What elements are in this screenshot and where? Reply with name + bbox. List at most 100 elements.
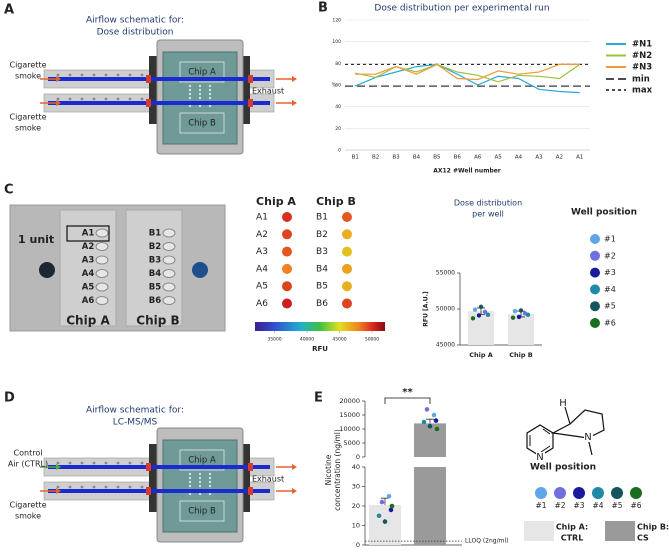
panel-label: E [314,391,323,406]
legend-dot [590,267,600,278]
rail-hole [128,461,132,465]
legend-label: #2 [604,251,616,260]
well-point [472,307,478,312]
well [198,104,202,108]
rail-hole [116,97,120,101]
inlet-label: Cigarette [9,61,46,70]
dose-dot [342,212,352,222]
clamp [240,56,250,124]
well-label: A6 [82,296,95,306]
legend-dot [554,487,566,499]
rail-hole [128,485,132,489]
well [188,484,192,488]
well-point [388,507,394,513]
well-point [389,503,395,509]
legend-dot [590,234,600,244]
legend-dot [592,487,604,499]
legend-label: #3 [573,501,584,510]
legend-dot [590,318,600,328]
y-tick-label: 30 [352,483,360,491]
well [188,92,192,96]
x-tick-label: A4 [515,155,523,161]
rail-hole [68,73,72,77]
schematic-title: Dose distribution [97,28,174,38]
colorbar-tick-label: 35000 [267,337,281,343]
error-bar [381,497,389,506]
y-tick-label: 10 [352,522,360,530]
x-tick-label: A3 [535,155,543,161]
y-axis-label: concentration (ng/ml) [333,429,342,511]
port [39,262,55,278]
well-label: B3 [149,256,161,266]
legend-swatch [524,521,554,541]
legend-dot [630,487,642,499]
x-tick-label: Chip B [509,351,533,359]
rail-hole [104,73,108,77]
rail-hole [68,97,72,101]
chip-box [179,500,225,522]
well [208,484,212,488]
well [162,242,176,251]
clamp [149,56,159,124]
legend-dot [573,487,585,499]
legend-label: #6 [604,319,616,328]
legend-label: #5 [604,302,616,311]
arrow-head [56,76,61,82]
rail-hole [80,485,84,489]
series-line [355,63,580,81]
well [95,228,109,238]
panel-label: A [4,3,14,18]
atom-bg [584,432,593,442]
schematic-title: Airflow schematic for: [86,406,184,416]
rail-hole [56,461,60,465]
well [188,88,192,92]
chart-title: Dose distribution [454,199,522,208]
row-label: B3 [316,247,328,257]
colorbar [255,322,385,331]
y-tick-label: 40 [335,104,341,110]
arrow-head [56,100,61,106]
chip-box [179,112,225,134]
legend-label: #2 [554,501,565,510]
colorbar-tick-label: 40000 [300,337,314,343]
dose-dot [342,281,352,292]
inlet-label: smoke [15,124,41,133]
y-tick-label: 15000 [339,411,360,419]
legend-dot [590,250,600,261]
atom: H [559,398,567,409]
inlet-label: smoke [15,512,41,521]
inlet-label: Control [14,449,43,458]
well-point [485,312,491,317]
pyrrolidine [551,406,605,439]
y-tick-label: 20 [335,126,341,132]
bar [414,467,446,545]
y-axis-label: RFU [A.U.] [423,291,430,327]
connector [248,75,253,83]
pyridine-bonds [529,428,551,453]
outlet-label: Exhaust [252,475,284,484]
legend-label: #N3 [632,63,652,73]
y-tick-label: 20 [352,502,360,510]
y-tick-label: 0 [356,541,360,549]
x-tick-label: A1 [576,155,583,161]
y-tick-label: 0 [338,148,341,154]
connector [248,99,253,107]
bar [369,505,401,545]
well [208,84,212,88]
connector [146,75,151,83]
significance-bracket [384,397,431,404]
well [162,228,176,238]
dose-dot [282,263,292,274]
inlet-label: Cigarette [9,501,46,510]
well [198,476,202,480]
panel-label: D [4,391,15,406]
connector [146,463,151,471]
dose-dot [282,229,292,240]
rail-hole [92,97,96,101]
chip-insert [125,209,183,327]
rail-hole [116,485,120,489]
atom-bg [536,452,545,462]
rail-hole [116,461,120,465]
y-tick-label: 100 [332,39,341,45]
